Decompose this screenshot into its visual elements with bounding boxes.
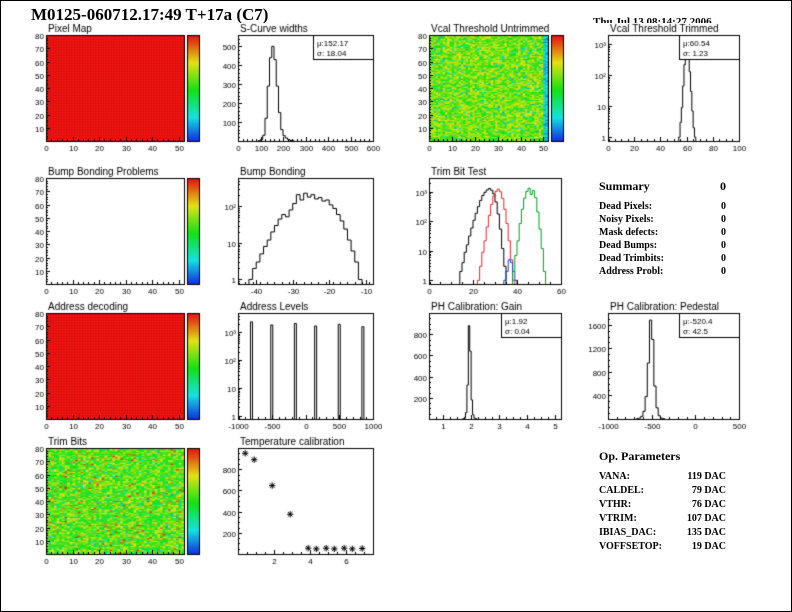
trim-bits-canvas (26, 436, 218, 574)
summary-label: Dead Pixels: (599, 201, 653, 212)
bump-bonding-canvas (214, 166, 382, 304)
chart-bump-bonding-problems (26, 166, 218, 304)
chart-ph-calibration-pedestal (586, 301, 756, 439)
summary-label: Address Probl: (599, 266, 664, 277)
summary-row-noisy-pixels: Noisy Pixels: 0 (599, 213, 726, 226)
summary-row-dead-pixels: Dead Pixels: 0 (599, 200, 726, 213)
s-curve-widths-canvas (214, 23, 382, 161)
vcal-threshold-trimmed-canvas (586, 23, 756, 161)
chart-ph-calibration-gain (405, 301, 575, 439)
address-decoding-canvas (26, 301, 218, 439)
summary-label: Noisy Pixels: (599, 214, 654, 225)
chart-bump-bonding (214, 166, 382, 304)
op-row-voffsetop: VOFFSETOP: 19 DAC (599, 540, 726, 554)
summary-value: 0 (721, 253, 726, 264)
ph-calibration-gain-canvas (405, 301, 575, 439)
chart-trim-bit-test (405, 166, 575, 304)
op-value: 19 DAC (691, 541, 726, 552)
summary-panel: Summary 0 Dead Pixels: 0 Noisy Pixels: 0 M… (599, 179, 726, 278)
chart-vcal-threshold-trimmed (586, 23, 756, 161)
temperature-calibration-canvas (214, 436, 382, 574)
op-row-vana: VANA: 119 DAC (599, 470, 726, 484)
op-row-vtrim: VTRIM: 107 DAC (599, 512, 726, 526)
summary-row-mask-defects: Mask defects: 0 (599, 226, 726, 239)
summary-label: Dead Bumps: (599, 240, 658, 251)
op-parameters-title: Op. Parameters (599, 449, 681, 463)
op-value: 135 DAC (686, 527, 726, 538)
summary-title: Summary (599, 179, 650, 193)
op-label: IBIAS_DAC: (599, 527, 657, 538)
summary-row-dead-bumps: Dead Bumps: 0 (599, 239, 726, 252)
summary-row-address-probl: Address Probl: 0 (599, 265, 726, 278)
summary-value: 0 (721, 214, 726, 225)
op-label: VANA: (599, 471, 630, 482)
address-levels-canvas (214, 301, 382, 439)
summary-label: Dead Trimbits: (599, 253, 664, 264)
op-row-ibias-dac: IBIAS_DAC: 135 DAC (599, 526, 726, 540)
op-label: CALDEL: (599, 485, 645, 496)
chart-trim-bits (26, 436, 218, 574)
vcal-threshold-untrimmed-canvas (405, 23, 575, 161)
op-value: 107 DAC (686, 513, 726, 524)
op-row-caldel: CALDEL: 79 DAC (599, 484, 726, 498)
op-label: VOFFSETOP: (599, 541, 662, 552)
pixel-map-canvas (26, 23, 218, 161)
op-value: 79 DAC (691, 485, 726, 496)
chart-vcal-threshold-untrimmed (405, 23, 575, 161)
summary-row-dead-trimbits: Dead Trimbits: 0 (599, 252, 726, 265)
summary-value: 0 (721, 266, 726, 277)
page-title: M0125-060712.17:49 T+17a (C7) (31, 5, 269, 24)
trim-bit-test-canvas (405, 166, 575, 304)
summary-value: 0 (721, 227, 726, 238)
chart-pixel-map (26, 23, 218, 161)
op-value: 76 DAC (691, 499, 726, 510)
ph-calibration-pedestal-canvas (586, 301, 756, 439)
summary-total: 0 (720, 179, 726, 193)
chart-s-curve-widths (214, 23, 382, 161)
op-label: VTRIM: (599, 513, 637, 524)
chart-address-levels (214, 301, 382, 439)
op-label: VTHR: (599, 499, 632, 510)
chart-temperature-calibration (214, 436, 382, 574)
op-row-vthr: VTHR: 76 DAC (599, 498, 726, 512)
chart-address-decoding (26, 301, 218, 439)
bump-bonding-problems-canvas (26, 166, 218, 304)
summary-value: 0 (721, 240, 726, 251)
summary-value: 0 (721, 201, 726, 212)
op-value: 119 DAC (687, 471, 726, 482)
op-parameters-panel: Op. Parameters VANA: 119 DAC CALDEL: 79 DA… (599, 449, 726, 554)
summary-label: Mask defects: (599, 227, 659, 238)
